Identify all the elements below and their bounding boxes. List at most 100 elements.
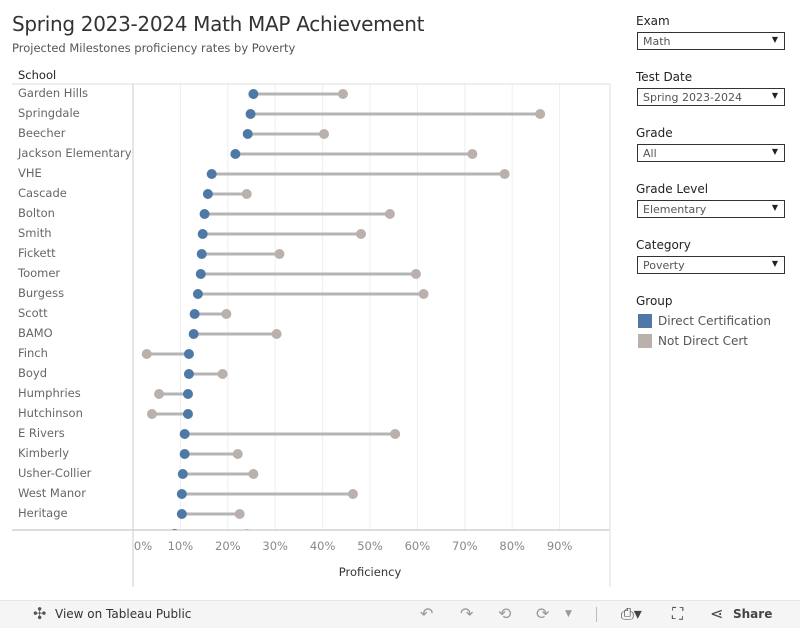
row-label: Cascade [18, 186, 67, 200]
legend-title: Group [636, 294, 673, 308]
filter-value: Poverty [643, 259, 685, 272]
row-label: West Manor [18, 486, 86, 500]
filter-value: Spring 2023-2024 [643, 91, 742, 104]
row-label: Usher-Collier [18, 466, 92, 480]
revert-icon[interactable]: ⟲ [498, 604, 512, 623]
x-axis-label: Proficiency [338, 565, 402, 579]
point-not-direct-cert[interactable] [499, 169, 510, 179]
filter-dropdown[interactable]: Math ▼ [637, 32, 785, 50]
x-tick-label: 70% [452, 539, 478, 553]
point-not-direct-cert[interactable] [154, 389, 165, 399]
point-not-direct-cert[interactable] [146, 409, 157, 419]
point-direct-certification[interactable] [182, 389, 193, 399]
point-direct-certification[interactable] [230, 149, 241, 159]
point-direct-certification[interactable] [176, 509, 187, 519]
point-direct-certification[interactable] [242, 129, 253, 139]
legend-label: Direct Certification [658, 314, 771, 328]
legend-label: Not Direct Cert [658, 334, 748, 348]
point-direct-certification[interactable] [248, 89, 259, 99]
point-direct-certification[interactable] [182, 409, 193, 419]
point-not-direct-cert[interactable] [274, 249, 285, 259]
point-direct-certification[interactable] [245, 109, 256, 119]
row-label: BAMO [18, 326, 53, 340]
point-not-direct-cert[interactable] [271, 329, 282, 339]
row-label: E Rivers [18, 426, 65, 440]
point-direct-certification[interactable] [188, 329, 199, 339]
point-direct-certification[interactable] [170, 529, 180, 539]
point-direct-certification[interactable] [197, 229, 208, 239]
point-not-direct-cert[interactable] [242, 529, 252, 539]
point-not-direct-cert[interactable] [217, 369, 228, 379]
point-direct-certification[interactable] [199, 209, 210, 219]
refresh-icon[interactable]: ⟳ [536, 604, 550, 623]
filter-label: Category [636, 238, 691, 252]
point-direct-certification[interactable] [206, 169, 217, 179]
point-not-direct-cert[interactable] [241, 189, 252, 199]
refresh-dropdown-icon[interactable]: ▼ [565, 609, 572, 619]
point-not-direct-cert[interactable] [418, 289, 429, 299]
row-label: Jackson Elementary [18, 146, 132, 160]
toolbar-divider [596, 607, 597, 622]
point-not-direct-cert[interactable] [141, 349, 152, 359]
row-label: Bolton [18, 206, 55, 220]
filter-dropdown[interactable]: Spring 2023-2024 ▼ [637, 88, 785, 106]
point-not-direct-cert[interactable] [535, 109, 546, 119]
x-tick-label: 60% [404, 539, 431, 553]
row-label: Burgess [18, 286, 65, 300]
row-label: Humphries [18, 386, 81, 400]
row-label: Toomer [18, 266, 61, 280]
undo-icon[interactable]: ↶ [420, 604, 434, 623]
point-not-direct-cert[interactable] [234, 509, 245, 519]
point-direct-certification[interactable] [192, 289, 203, 299]
legend-item-not-direct-cert[interactable]: Not Direct Cert [638, 334, 748, 348]
filter-label: Grade Level [636, 182, 709, 196]
filter-dropdown[interactable]: All ▼ [637, 144, 785, 162]
point-not-direct-cert[interactable] [390, 429, 401, 439]
row-label: Fickett [18, 246, 56, 260]
row-header-school: School [18, 68, 57, 82]
download-icon[interactable]: ⎙▾ [621, 604, 642, 623]
point-not-direct-cert[interactable] [337, 89, 348, 99]
row-label: Finch [18, 346, 48, 360]
point-direct-certification[interactable] [179, 429, 190, 439]
point-direct-certification[interactable] [179, 449, 190, 459]
legend-item-direct-certification[interactable]: Direct Certification [638, 314, 771, 328]
point-not-direct-cert[interactable] [319, 129, 330, 139]
share-icon[interactable]: ⋖ [710, 604, 724, 623]
filter-value: Elementary [643, 203, 707, 216]
point-not-direct-cert[interactable] [410, 269, 421, 279]
point-not-direct-cert[interactable] [232, 449, 243, 459]
point-not-direct-cert[interactable] [467, 149, 478, 159]
point-not-direct-cert[interactable] [347, 489, 358, 499]
chevron-down-icon: ▼ [771, 259, 778, 268]
point-not-direct-cert[interactable] [221, 309, 232, 319]
x-tick-label: 30% [262, 539, 288, 553]
filter-dropdown[interactable]: Poverty ▼ [637, 256, 785, 274]
redo-icon[interactable]: ↷ [460, 604, 474, 623]
point-direct-certification[interactable] [183, 369, 194, 379]
share-button[interactable]: Share [733, 607, 773, 621]
fullscreen-icon[interactable]: ⛶ [672, 604, 684, 623]
point-direct-certification[interactable] [183, 349, 194, 359]
chevron-down-icon: ▼ [771, 203, 778, 212]
chevron-down-icon: ▼ [771, 91, 778, 100]
point-not-direct-cert[interactable] [355, 229, 366, 239]
point-direct-certification[interactable] [176, 489, 187, 499]
point-direct-certification[interactable] [202, 189, 213, 199]
filter-value: All [643, 147, 657, 160]
filter-dropdown[interactable]: Elementary ▼ [637, 200, 785, 218]
point-not-direct-cert[interactable] [384, 209, 395, 219]
view-on-tableau-public-link[interactable]: View on Tableau Public [55, 607, 192, 621]
dumbbell-chart[interactable] [0, 0, 800, 600]
row-label: Springdale [18, 106, 80, 120]
point-direct-certification[interactable] [196, 249, 207, 259]
dashboard-subtitle: Projected Milestones proficiency rates b… [12, 41, 296, 55]
point-direct-certification[interactable] [195, 269, 206, 279]
chevron-down-icon: ▼ [771, 147, 778, 156]
x-tick-label: 80% [499, 539, 525, 553]
point-direct-certification[interactable] [189, 309, 200, 319]
point-direct-certification[interactable] [177, 469, 188, 479]
point-not-direct-cert[interactable] [248, 469, 259, 479]
legend-swatch [638, 334, 652, 348]
filter-value: Math [643, 35, 671, 48]
